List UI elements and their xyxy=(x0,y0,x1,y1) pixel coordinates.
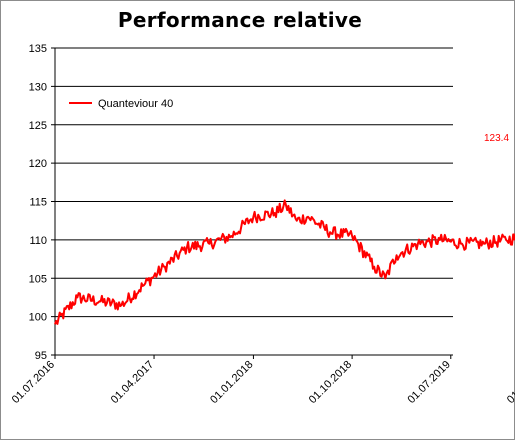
x-axis-ticks: 01.07.2016 01.04.2017 01.01.2018 01.10.2018… xyxy=(10,355,515,406)
x-tick-label: 01.04.2017 xyxy=(109,359,156,406)
y-tick-label: 115 xyxy=(29,197,47,209)
y-axis-ticks: 95 100 105 110 115 120 125 130 135 xyxy=(29,43,55,362)
series-lines xyxy=(54,199,515,325)
y-tick-label: 130 xyxy=(29,81,47,93)
x-tick-label: 01.01.2018 xyxy=(208,359,255,406)
gridlines xyxy=(55,47,453,318)
chart-title: Performance relative xyxy=(117,8,363,32)
legend-label: Quanteviour 40 xyxy=(98,98,173,110)
y-tick-label: 105 xyxy=(29,273,47,285)
y-tick-label: 125 xyxy=(29,120,47,132)
x-tick-label: 01.10.2018 xyxy=(307,359,354,406)
y-tick-label: 135 xyxy=(29,43,47,55)
x-tick-label: 01.07.2019 xyxy=(405,359,452,406)
y-tick-label: 110 xyxy=(29,235,47,247)
end-value-label: 123.4 xyxy=(484,133,509,144)
y-tick-label: 120 xyxy=(29,158,47,170)
x-tick-label: 01.04.2020 xyxy=(505,359,515,406)
y-tick-label: 100 xyxy=(29,312,47,324)
y-tick-label: 95 xyxy=(35,350,47,362)
series-line xyxy=(54,199,515,325)
legend: Quanteviour 40 xyxy=(69,98,173,110)
end-value-label-group: 123.4 xyxy=(484,133,509,144)
x-tick-label: 01.07.2016 xyxy=(10,359,57,406)
